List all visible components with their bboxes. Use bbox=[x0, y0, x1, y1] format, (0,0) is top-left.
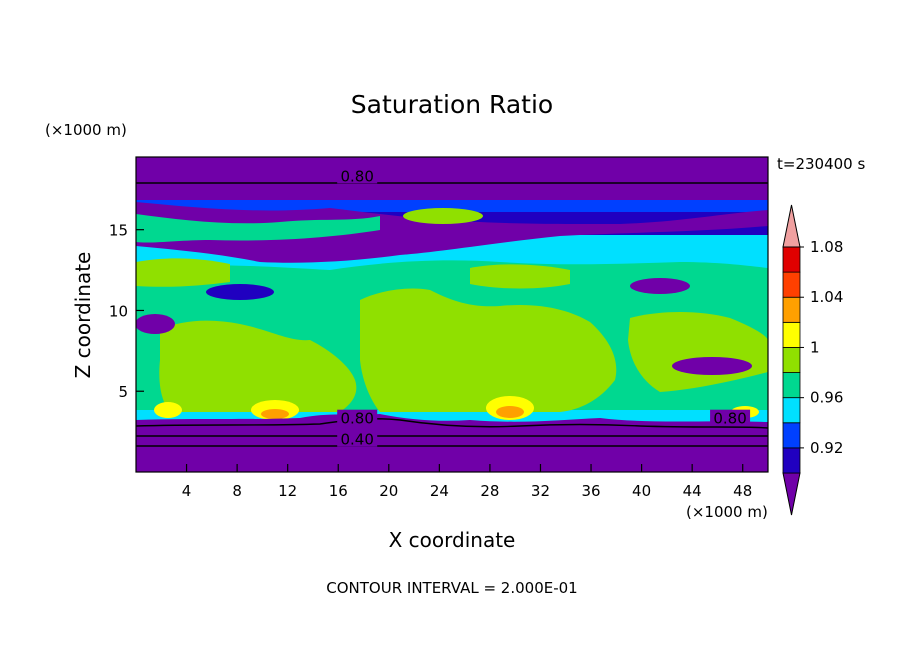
y-axis-ticks: 5 10 15 bbox=[109, 222, 144, 401]
contour-label-bg bbox=[337, 430, 378, 447]
x-axis-label: X coordinate bbox=[389, 528, 516, 552]
colorbar-tick-label: 0.96 bbox=[810, 389, 843, 407]
chart-title: Saturation Ratio bbox=[351, 90, 553, 119]
field-blob-purple-4 bbox=[672, 357, 752, 375]
field-band-upper-purple bbox=[136, 202, 768, 263]
x-tick-label: 12 bbox=[278, 482, 297, 500]
x-tick-label: 16 bbox=[329, 482, 348, 500]
colorbar-segment bbox=[782, 372, 801, 399]
y-unit-label: (×1000 m) bbox=[45, 121, 127, 139]
field-warm-core-3b bbox=[496, 406, 524, 418]
x-tick-label: 24 bbox=[430, 482, 449, 500]
colorbar-tick-label: 0.92 bbox=[810, 439, 843, 457]
x-tick-label: 36 bbox=[581, 482, 600, 500]
field-warm-core-1 bbox=[154, 402, 182, 418]
contour-label: 0.80 bbox=[340, 410, 373, 428]
colorbar-segment bbox=[782, 422, 801, 449]
colorbar: 0.92 0.96 1 1.04 1.08 bbox=[782, 204, 843, 516]
contour-interval-note: CONTOUR INTERVAL = 2.000E-01 bbox=[326, 579, 577, 597]
y-axis-label: Z coordinate bbox=[71, 252, 95, 379]
y-tick-label: 15 bbox=[109, 222, 128, 240]
y-tick-label: 5 bbox=[118, 383, 128, 401]
field-band-bottom-purple bbox=[136, 414, 768, 472]
x-tick-label: 8 bbox=[232, 482, 242, 500]
contour-lines bbox=[136, 182, 768, 447]
colorbar-segment bbox=[782, 246, 801, 273]
colorbar-tick-label: 1.04 bbox=[810, 288, 843, 306]
field-blob-lime-top bbox=[403, 208, 483, 224]
saturation-field bbox=[136, 157, 768, 472]
colorbar-segment bbox=[782, 321, 801, 348]
x-tick-label: 40 bbox=[632, 482, 651, 500]
x-tick-label: 4 bbox=[182, 482, 192, 500]
colorbar-tick-label: 1 bbox=[810, 338, 820, 356]
x-tick-label: 48 bbox=[733, 482, 752, 500]
field-region-lime-1 bbox=[159, 320, 357, 412]
y-tick-label: 10 bbox=[109, 302, 128, 320]
x-tick-label: 32 bbox=[531, 482, 550, 500]
colorbar-segment bbox=[782, 296, 801, 323]
time-label: t=230400 s bbox=[777, 155, 865, 173]
contour-label: 0.80 bbox=[340, 167, 373, 185]
colorbar-tick-label: 1.08 bbox=[810, 238, 843, 256]
plot-frame bbox=[135, 156, 769, 473]
field-blob-purple-1 bbox=[206, 284, 274, 300]
contour-label-bg bbox=[337, 167, 378, 184]
x-unit-label: (×1000 m) bbox=[686, 503, 768, 521]
contour-label: 0.80 bbox=[713, 410, 746, 428]
colorbar-segment bbox=[782, 347, 801, 373]
field-blob-purple-2 bbox=[136, 314, 175, 334]
colorbar-segment bbox=[782, 447, 801, 474]
colorbar-segment bbox=[782, 271, 801, 298]
contour-label-bg bbox=[337, 409, 378, 426]
x-axis-ticks: 4 8 12 16 20 24 28 32 36 40 44 48 bbox=[182, 464, 752, 500]
field-band-top-purple bbox=[136, 157, 768, 200]
contour-label-bg bbox=[710, 409, 751, 426]
colorbar-extend-high bbox=[782, 204, 801, 248]
x-tick-label: 44 bbox=[683, 482, 702, 500]
field-band-upper-blue2 bbox=[136, 198, 768, 212]
field-band-green-upper bbox=[136, 214, 380, 243]
x-tick-label: 20 bbox=[379, 482, 398, 500]
field-blob-purple-3 bbox=[630, 278, 690, 294]
field-region-lime-4 bbox=[136, 258, 230, 287]
x-tick-label: 28 bbox=[480, 482, 499, 500]
contour-label: 0.40 bbox=[340, 431, 373, 449]
colorbar-extend-low bbox=[782, 472, 801, 516]
contour-labels: 0.80 0.80 0.80 0.40 bbox=[337, 167, 751, 449]
colorbar-segment bbox=[782, 397, 801, 424]
field-region-lime-5 bbox=[470, 264, 570, 289]
field-warm-core-2b bbox=[261, 409, 289, 419]
contour-line-bottom-080 bbox=[136, 418, 768, 429]
field-region-lime-2 bbox=[360, 288, 617, 412]
